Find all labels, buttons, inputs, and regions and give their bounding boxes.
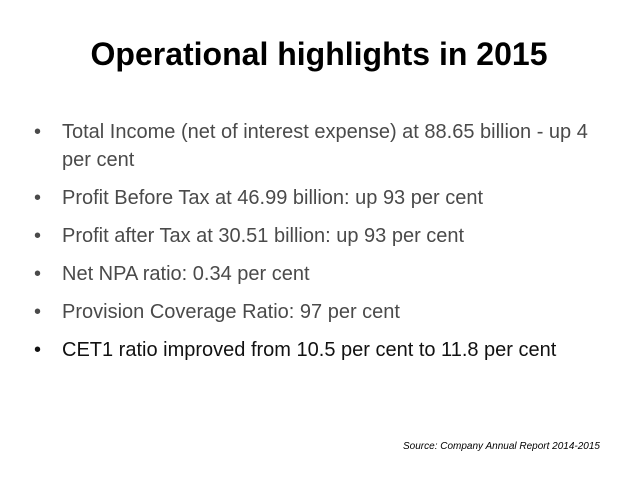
- bullet-text: CET1 ratio improved from 10.5 per cent t…: [62, 339, 557, 361]
- bullet-item-provision-coverage: • Provision Coverage Ratio: 97 per cent: [32, 298, 607, 326]
- bullet-dot-icon: •: [34, 121, 42, 143]
- bullet-list: • Total Income (net of interest expense)…: [32, 118, 607, 374]
- slide-title: Operational highlights in 2015: [90, 36, 548, 72]
- bullet-item-net-npa: • Net NPA ratio: 0.34 per cent: [32, 260, 607, 288]
- bullet-text: Net NPA ratio: 0.34 per cent: [62, 263, 310, 285]
- bullet-text: Profit Before Tax at 46.99 billion: up 9…: [62, 187, 484, 209]
- bullet-item-profit-before-tax: • Profit Before Tax at 46.99 billion: up…: [32, 184, 607, 212]
- bullet-text: Provision Coverage Ratio: 97 per cent: [62, 301, 400, 323]
- bullet-dot-icon: •: [34, 187, 42, 209]
- bullet-item-cet1-ratio: • CET1 ratio improved from 10.5 per cent…: [32, 336, 607, 364]
- bullet-item-profit-after-tax: • Profit after Tax at 30.51 billion: up …: [32, 222, 607, 250]
- bullet-dot-icon: •: [34, 225, 42, 247]
- bullet-text: Total Income (net of interest expense) a…: [62, 121, 588, 171]
- bullet-item-total-income: • Total Income (net of interest expense)…: [32, 118, 607, 174]
- bullet-dot-icon: •: [34, 339, 42, 361]
- bullet-dot-icon: •: [34, 263, 42, 285]
- bullet-text: Profit after Tax at 30.51 billion: up 93…: [62, 225, 465, 247]
- bullet-dot-icon: •: [34, 301, 42, 323]
- source-citation: Source: Company Annual Report 2014-2015: [403, 441, 600, 452]
